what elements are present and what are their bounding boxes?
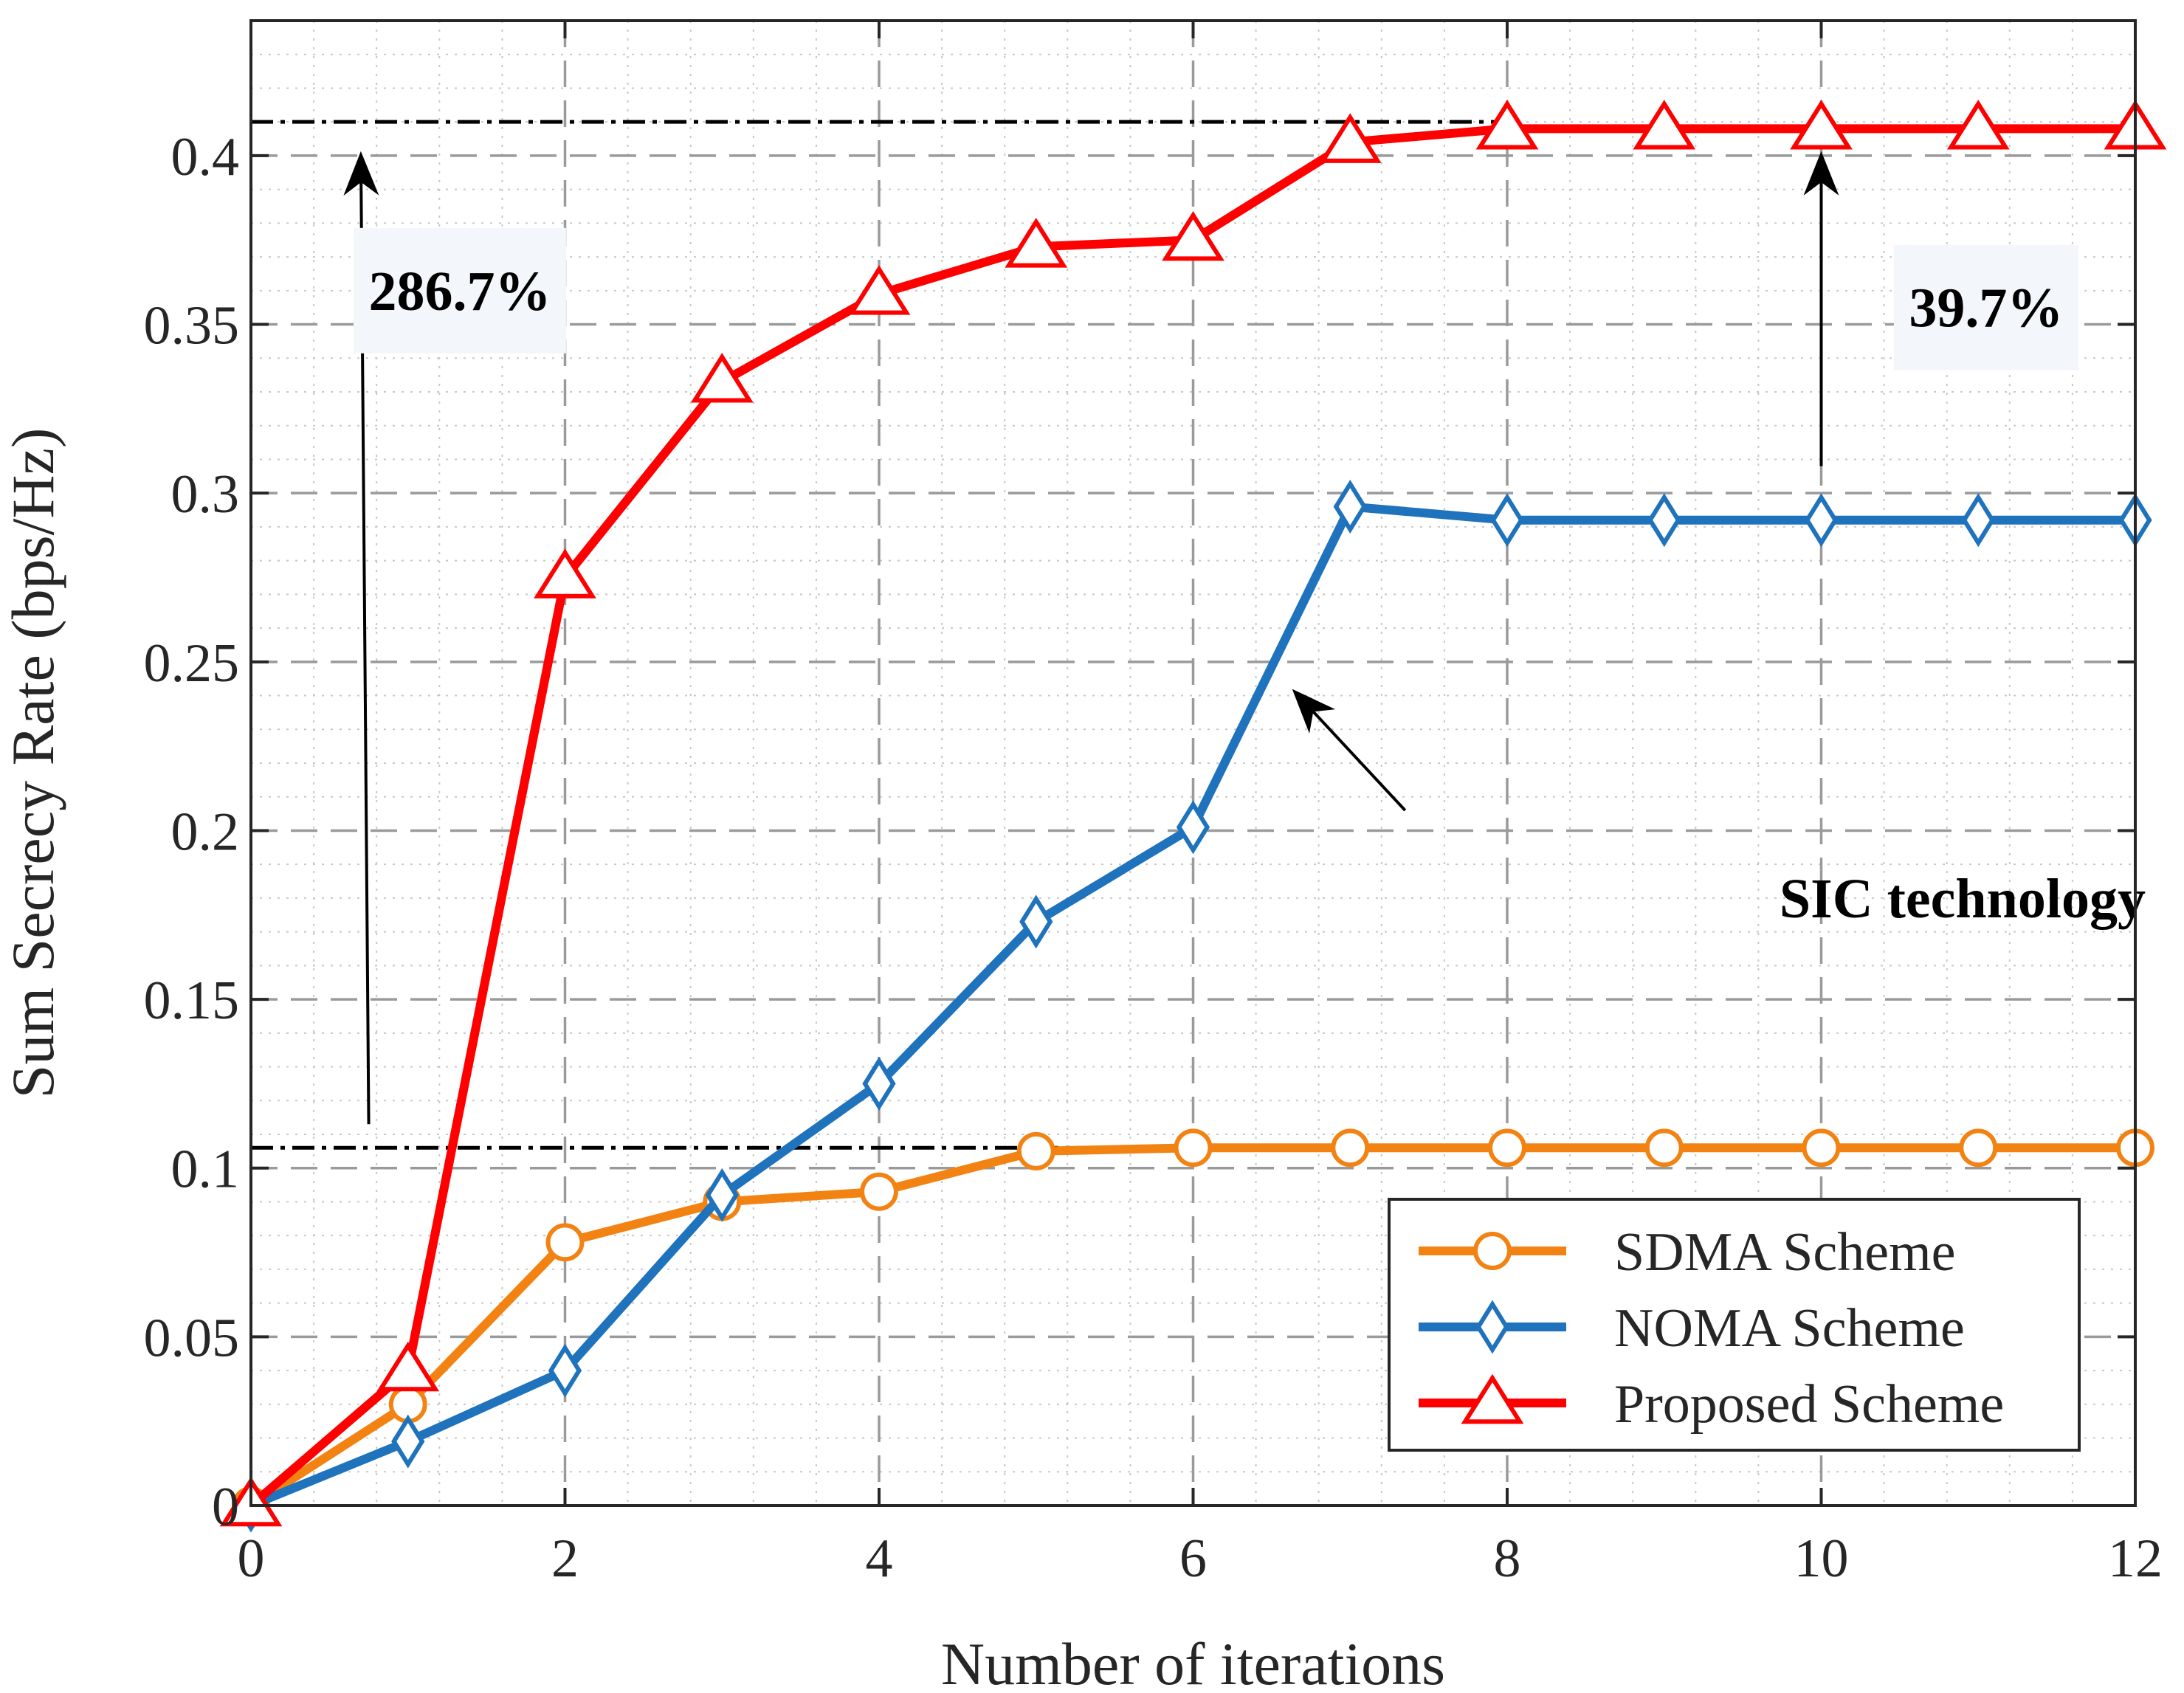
data-point-noma <box>862 1056 896 1111</box>
x-tick-label: 10 <box>1794 1528 1849 1589</box>
y-tick-label: 0.1 <box>171 1139 240 1200</box>
legend-label: NOMA Scheme <box>1614 1298 1965 1359</box>
data-point-sdma <box>1802 1128 1841 1168</box>
annotation-label: 39.7% <box>1909 277 2063 339</box>
x-tick-label: 4 <box>866 1528 893 1589</box>
data-point-proposed <box>1318 113 1382 163</box>
data-point-proposed <box>1946 100 2010 150</box>
x-tick-label: 2 <box>551 1528 579 1589</box>
annotation-label: 286.7% <box>368 261 551 323</box>
data-point-proposed <box>376 1341 440 1392</box>
data-point-proposed <box>1790 100 1853 150</box>
legend-marker <box>1473 1232 1512 1270</box>
annotation-box <box>1893 244 2078 370</box>
y-tick-label: 0.4 <box>171 127 240 187</box>
series-proposed <box>219 100 2167 1527</box>
legend-entry-proposed: Proposed Scheme <box>1419 1373 2004 1435</box>
data-point-sdma <box>1331 1128 1370 1168</box>
data-point-noma <box>1176 800 1210 855</box>
data-point-sdma <box>1959 1128 1998 1168</box>
data-point-noma <box>1490 493 1524 548</box>
annotation-arrow <box>1292 689 1407 812</box>
data-point-proposed <box>1633 100 1696 150</box>
x-axis-title: Number of iterations <box>941 1630 1445 1693</box>
x-tick-label: 6 <box>1179 1528 1207 1589</box>
y-axis-title: Sum Secrecy Rate (bps/Hz) <box>0 428 66 1099</box>
data-point-proposed <box>690 353 754 403</box>
x-tick-label: 12 <box>2108 1528 2163 1589</box>
data-point-proposed <box>847 265 911 315</box>
annotation-label: SIC technology <box>1780 868 2146 930</box>
data-point-noma <box>1333 479 1367 534</box>
data-point-sdma <box>1644 1128 1684 1168</box>
data-point-noma <box>1647 493 1681 548</box>
y-tick-label: 0.35 <box>144 296 240 356</box>
data-point-sdma <box>1174 1128 1213 1168</box>
x-tick-label: 0 <box>238 1528 265 1589</box>
data-point-noma <box>391 1414 425 1469</box>
data-point-sdma <box>545 1223 585 1262</box>
legend-entry-noma: NOMA Scheme <box>1419 1298 1965 1359</box>
y-tick-label: 0.3 <box>171 464 240 525</box>
y-tick-label: 0.2 <box>171 801 240 862</box>
data-point-sdma <box>1016 1131 1055 1170</box>
legend: SDMA Scheme NOMA Scheme Proposed Scheme <box>1388 1198 2081 1452</box>
data-point-proposed <box>1475 100 1539 150</box>
data-point-proposed <box>1162 210 1224 261</box>
data-point-noma <box>548 1343 582 1398</box>
data-point-sdma <box>860 1172 898 1211</box>
reference-lines <box>251 120 1507 1150</box>
series-group <box>219 100 2167 1533</box>
legend-marker <box>1461 1373 1524 1424</box>
data-point-proposed <box>534 548 596 599</box>
data-point-sdma <box>1488 1128 1526 1168</box>
data-point-noma <box>1804 493 1839 548</box>
data-point-noma <box>1961 493 1995 548</box>
y-tick-label: 0.05 <box>144 1308 240 1368</box>
y-tick-label: 0.25 <box>144 633 240 694</box>
data-point-proposed <box>1005 218 1068 268</box>
data-point-noma <box>705 1168 739 1222</box>
legend-label: SDMA Scheme <box>1614 1222 1956 1283</box>
data-point-noma <box>1019 894 1053 949</box>
axes: 0 2 4 6 8 10 12 0 0.05 0.1 0.15 0.2 0.25 0.3 0.35 0.4 Nu… <box>0 19 2163 1693</box>
y-tick-label: 0.15 <box>144 970 240 1031</box>
legend-entry-sdma: SDMA Scheme <box>1419 1222 1956 1283</box>
annotations: 286.7% 39.7% SIC technology <box>343 151 2146 1125</box>
annotation-box <box>353 227 566 354</box>
legend-marker <box>1475 1300 1509 1354</box>
x-tick-label: 8 <box>1494 1528 1521 1589</box>
legend-label: Proposed Scheme <box>1614 1374 2004 1435</box>
y-tick-label: 0 <box>212 1477 239 1537</box>
